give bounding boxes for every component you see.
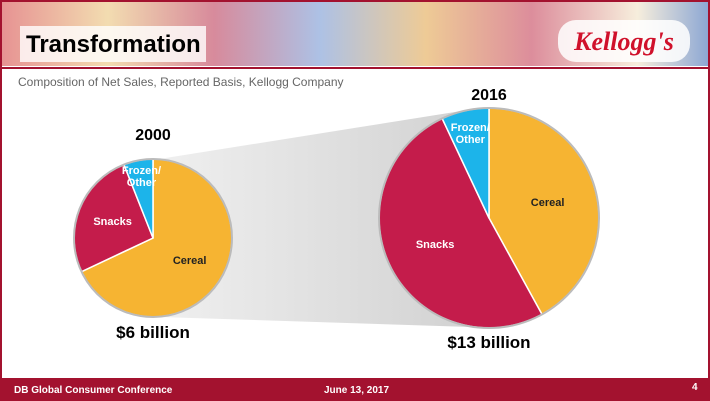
pies: [73, 107, 600, 329]
slice-label: Cereal: [530, 196, 565, 209]
logo: Kellogg's: [573, 27, 674, 56]
slide-title: Transformation: [26, 31, 201, 58]
pie-title: 2016: [471, 87, 507, 104]
footer-event: DB Global Consumer Conference: [14, 385, 173, 396]
page-number: 4: [692, 382, 698, 393]
pie-total: $6 billion: [116, 323, 190, 342]
slice-label: Frozen/ Other: [121, 165, 162, 190]
pie-total: $13 billion: [447, 333, 531, 352]
title-box: [20, 26, 206, 62]
logo-box: [558, 20, 690, 62]
slice-label: Snacks: [93, 216, 132, 228]
pie-title: 2000: [135, 127, 171, 144]
subtitle: Composition of Net Sales, Reported Basis…: [18, 75, 344, 89]
slice-label: Cereal: [172, 255, 207, 268]
footer-bar: [2, 378, 708, 399]
slice-label: Snacks: [415, 239, 455, 252]
footer-date: June 13, 2017: [324, 385, 389, 396]
pie-rim: [73, 158, 233, 318]
slice-label: Frozen/ Other: [450, 122, 490, 147]
pie-rim: [378, 107, 600, 329]
